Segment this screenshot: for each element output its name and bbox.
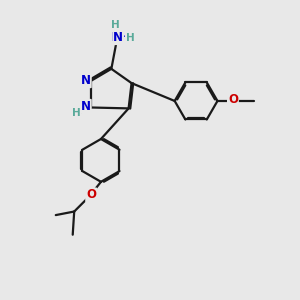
Text: O: O [228, 93, 238, 106]
Text: O: O [86, 188, 96, 201]
Text: H: H [126, 33, 134, 43]
Text: H: H [72, 108, 81, 118]
Text: N: N [81, 100, 91, 113]
Text: NH₂: NH₂ [111, 31, 136, 44]
Text: N: N [81, 74, 91, 87]
Text: H: H [111, 20, 120, 30]
Text: N: N [113, 31, 123, 44]
